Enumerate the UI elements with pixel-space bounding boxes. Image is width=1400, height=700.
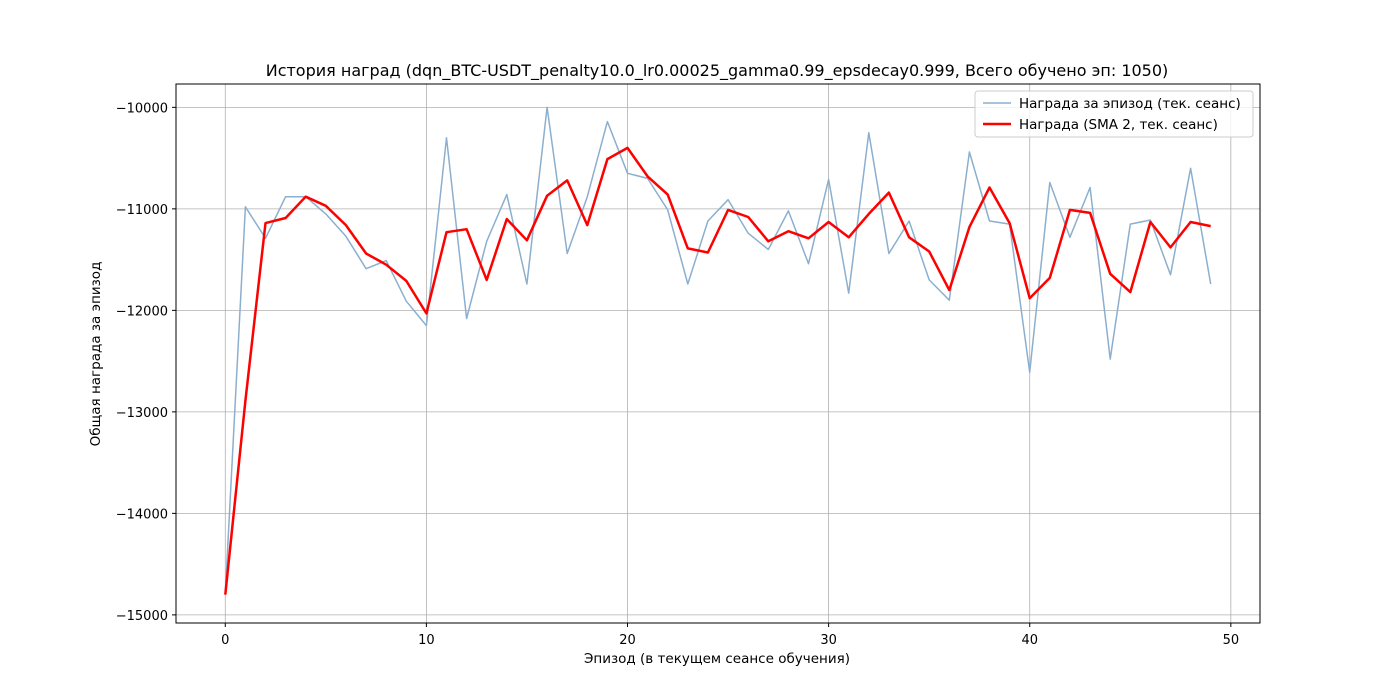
legend: Награда за эпизод (тек. сеанс) Награда (…	[974, 90, 1254, 138]
x-tick-label: 0	[221, 633, 229, 648]
y-tick-label: −11000	[116, 203, 168, 218]
y-tick-label: −14000	[116, 507, 168, 522]
y-tick-label: −13000	[116, 406, 168, 421]
x-tick-label: 30	[820, 633, 837, 648]
chart-title: История наград (dqn_BTC-USDT_penalty10.0…	[266, 61, 1169, 81]
y-tick-label: −15000	[116, 609, 168, 624]
y-axis: −15000 −14000 −13000 −12000 −11000 −10000	[116, 101, 176, 624]
y-tick-label: −10000	[116, 101, 168, 116]
y-axis-label: Общая награда за эпизод	[88, 262, 104, 447]
x-axis: 0 10 20 30 40 50	[221, 623, 1239, 648]
legend-box	[974, 90, 1254, 138]
series-line-sma-reward	[224, 146, 1211, 595]
x-tick-label: 10	[418, 633, 435, 648]
series-layer	[224, 106, 1212, 595]
legend-label-episode-reward: Награда за эпизод (тек. сеанс)	[1019, 96, 1241, 112]
x-tick-label: 50	[1223, 633, 1240, 648]
x-tick-label: 20	[619, 633, 636, 648]
y-tick-label: −12000	[116, 304, 168, 319]
x-tick-label: 40	[1021, 633, 1038, 648]
legend-label-sma-reward: Награда (SMA 2, тек. сеанс)	[1019, 117, 1218, 133]
x-axis-label: Эпизод (в текущем сеансе обучения)	[584, 651, 850, 667]
plot-area	[175, 83, 1261, 624]
